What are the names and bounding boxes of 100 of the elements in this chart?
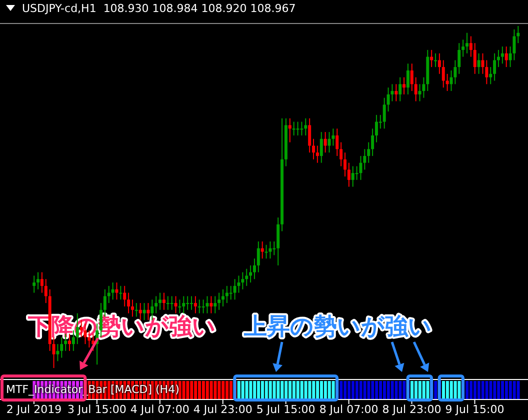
candlestick [264,244,268,260]
candlestick [351,166,354,188]
candlestick [252,258,256,280]
candlestick [481,52,484,74]
candlestick [142,302,146,321]
candlestick [210,296,213,314]
candlestick [374,114,378,143]
candlestick [56,344,60,362]
candlestick [410,63,414,92]
x-tick-label: 8 Jul 23:00 [382,403,442,416]
annotation: 上昇の勢いが強い [243,314,432,340]
candlestick [127,292,130,314]
candlestick [194,296,197,314]
candlestick [36,272,40,290]
candlestick [442,60,445,88]
chart-title: USDJPY-cd,H1 108.930 108.984 108.920 108.967 [22,2,296,15]
candlestick [229,285,232,300]
candlestick [32,275,36,294]
x-tick-label: 3 Jul 15:00 [67,403,126,416]
x-tick-label: 8 Jul 07:00 [319,403,378,416]
candlestick [477,52,480,74]
candlestick [256,240,260,273]
candlestick [241,272,244,290]
candlestick [198,299,201,314]
candlestick [166,296,170,310]
candlestick [320,132,323,164]
candlestick [214,296,217,314]
candlestick [52,336,56,368]
candlestick [292,121,296,136]
x-tick-label: 2 Jul 2019 [6,403,62,416]
candlestick [119,285,122,300]
candlestick [178,299,182,314]
candlestick [398,76,402,102]
candlestick [462,39,465,58]
candlestick [493,52,496,82]
candlestick [296,121,300,136]
candlestick [304,118,308,136]
candlestick [111,282,114,300]
candlestick [300,121,304,136]
x-tick-label: 4 Jul 07:00 [130,403,190,416]
candlestick [170,296,174,310]
candlestick [516,26,520,44]
x-tick-label: 9 Jul 15:00 [445,403,504,416]
candlestick [386,87,390,112]
candlestick [359,155,362,180]
candlestick [158,292,162,310]
candlestick [473,42,476,74]
candlestick [371,128,374,156]
candlestick [422,76,426,98]
candlestick [162,292,166,310]
candlestick [206,296,209,314]
x-tick-label: 4 Jul 23:00 [193,403,252,416]
candlestick [414,76,418,102]
x-tick-label: 5 Jul 15:00 [256,403,316,416]
candlestick [249,264,252,283]
candlestick [312,138,316,160]
candlestick [186,296,190,310]
candlestick [465,32,468,54]
candlestick [500,46,504,64]
candlestick [138,302,142,321]
candlestick [434,52,438,68]
candlestick [367,142,370,164]
candlestick [458,42,461,74]
candlestick [40,272,44,294]
candlestick [115,282,118,300]
candlestick [123,285,126,307]
candlestick [402,76,406,95]
candlestick [504,46,508,68]
candlestick [340,142,343,167]
candlestick [272,240,276,256]
candlestick [469,36,472,58]
candlestick [489,66,492,85]
candlestick [347,162,350,188]
candlestick [218,292,221,310]
candlestick [485,60,488,85]
candlestick [394,84,398,102]
candlestick [363,148,366,170]
candlestick [406,63,410,95]
candlestick [328,132,331,154]
candlestick [316,145,319,164]
candlestick [174,296,178,314]
candlestick [190,296,194,310]
candlestick [44,278,48,304]
candlestick [336,128,339,156]
candlestick [382,97,386,130]
candlestick [438,52,441,74]
candlestick [245,268,248,286]
candlestick [288,118,292,143]
candlestick [446,73,449,92]
candlestick [308,118,312,154]
candlestick [60,336,64,358]
candlestick [343,152,346,177]
candlestick [130,299,134,318]
candlestick [182,296,186,314]
candlestick [324,132,327,154]
candlestick [202,299,205,314]
candlestick [221,288,224,307]
candlestick [233,278,236,300]
candlestick [276,217,280,266]
candlestick [154,296,158,314]
